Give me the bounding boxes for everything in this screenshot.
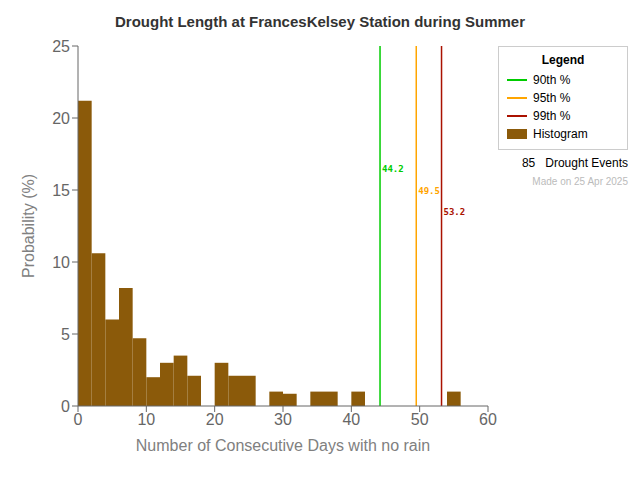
html-text:95th %: 95th %	[533, 91, 571, 105]
svg-text:Probability (%): Probability (%)	[20, 174, 37, 278]
html-text:90th %: 90th %	[533, 73, 571, 87]
svg-text:10: 10	[52, 254, 70, 271]
svg-text:15: 15	[52, 182, 70, 199]
svg-text:49.5: 49.5	[418, 186, 440, 196]
svg-text:0: 0	[61, 398, 70, 415]
svg-text:25: 25	[52, 38, 70, 55]
html-text:99th %: 99th %	[533, 109, 571, 123]
svg-text:20: 20	[206, 411, 224, 428]
svg-text:53.2: 53.2	[444, 207, 466, 217]
html-text:Made on 25 Apr 2025: Made on 25 Apr 2025	[532, 176, 628, 187]
svg-text:10: 10	[137, 411, 155, 428]
svg-text:5: 5	[61, 326, 70, 343]
svg-text:50: 50	[411, 411, 429, 428]
html-text:85 Drought Events: 85 Drought Events	[521, 156, 628, 170]
svg-text:0: 0	[74, 411, 83, 428]
html-text:Drought Length at FrancesKelse: Drought Length at FrancesKelsey Station …	[115, 13, 525, 30]
svg-text:20: 20	[52, 110, 70, 127]
html-text:Histogram: Histogram	[533, 127, 588, 141]
html-text:Legend: Legend	[541, 53, 585, 67]
svg-text:Number of Consecutive Days wit: Number of Consecutive Days with no rain	[136, 437, 430, 454]
svg-text:30: 30	[274, 411, 292, 428]
svg-text:40: 40	[342, 411, 360, 428]
svg-text:44.2: 44.2	[382, 164, 404, 174]
svg-text:60: 60	[479, 411, 497, 428]
